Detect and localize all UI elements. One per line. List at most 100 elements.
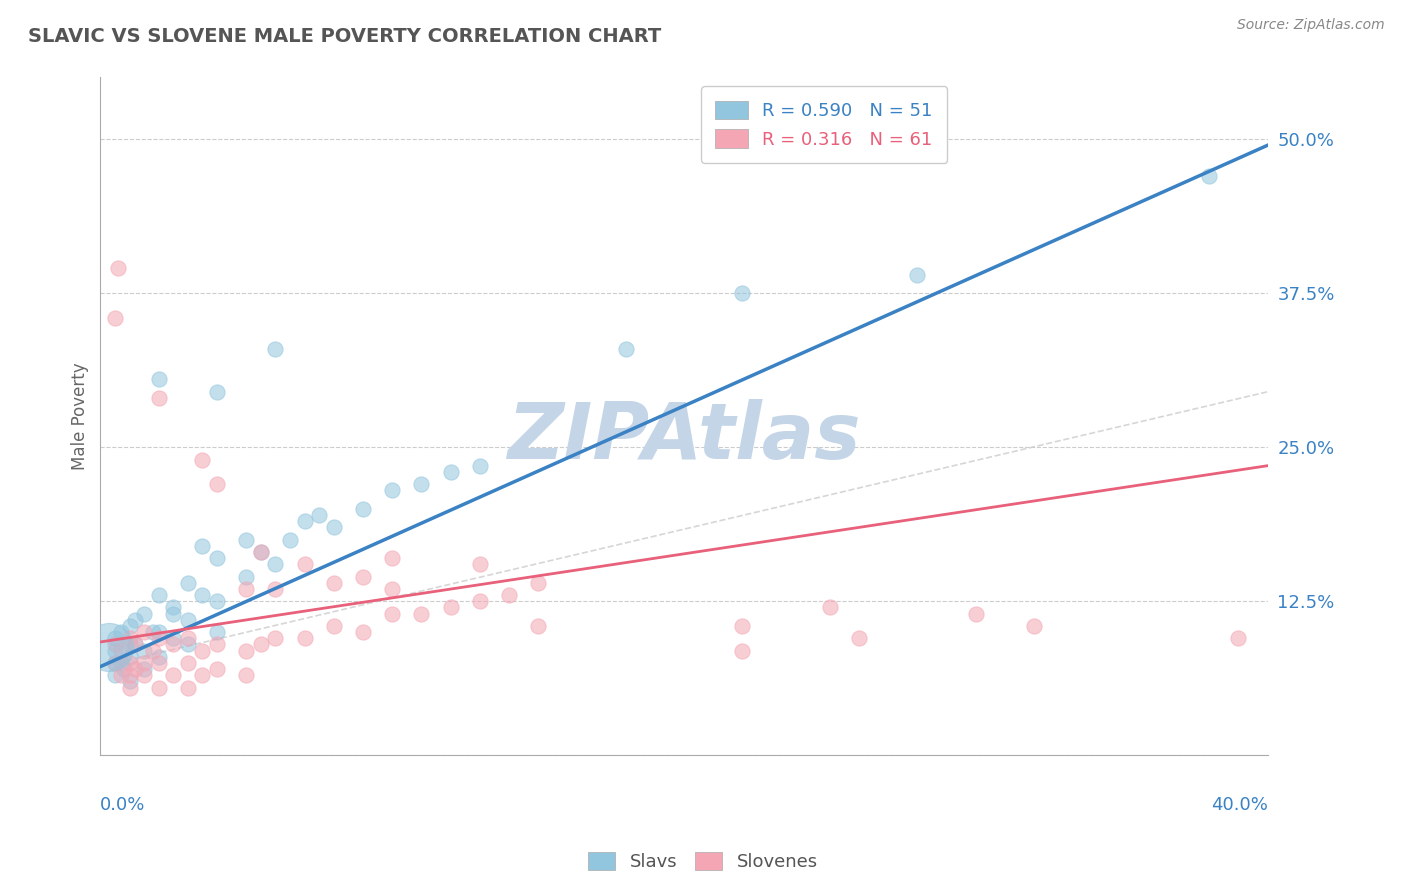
Point — [205, 477, 228, 491]
Point — [381, 551, 404, 566]
Point — [118, 656, 141, 670]
Point — [177, 632, 200, 646]
Text: 0.0%: 0.0% — [100, 796, 146, 814]
Point — [1227, 632, 1250, 646]
Point — [124, 662, 146, 676]
Point — [177, 637, 200, 651]
Point — [148, 649, 170, 664]
Point — [177, 656, 200, 670]
Point — [98, 640, 121, 654]
Point — [134, 625, 156, 640]
Point — [162, 600, 184, 615]
Point — [235, 668, 257, 682]
Point — [124, 637, 146, 651]
Point — [134, 668, 156, 682]
Point — [191, 588, 214, 602]
Point — [250, 637, 273, 651]
Point — [191, 643, 214, 657]
Point — [162, 668, 184, 682]
Point — [104, 310, 127, 325]
Point — [162, 632, 184, 646]
Point — [731, 286, 754, 301]
Point — [177, 575, 200, 590]
Point — [381, 582, 404, 596]
Point — [468, 558, 491, 572]
Point — [294, 558, 316, 572]
Point — [381, 607, 404, 621]
Point — [104, 656, 127, 670]
Point — [148, 391, 170, 405]
Point — [235, 569, 257, 583]
Point — [118, 668, 141, 682]
Point — [118, 637, 141, 651]
Point — [104, 632, 127, 646]
Point — [264, 582, 287, 596]
Point — [104, 668, 127, 682]
Point — [148, 681, 170, 695]
Point — [104, 637, 127, 651]
Point — [308, 508, 330, 522]
Point — [250, 545, 273, 559]
Point — [110, 656, 132, 670]
Point — [118, 674, 141, 689]
Point — [148, 632, 170, 646]
Text: 40.0%: 40.0% — [1211, 796, 1268, 814]
Point — [468, 458, 491, 473]
Point — [107, 261, 129, 276]
Point — [148, 372, 170, 386]
Point — [148, 588, 170, 602]
Point — [112, 662, 135, 676]
Point — [381, 483, 404, 498]
Point — [134, 643, 156, 657]
Point — [148, 625, 170, 640]
Point — [104, 643, 127, 657]
Point — [134, 662, 156, 676]
Point — [294, 514, 316, 528]
Point — [527, 619, 550, 633]
Point — [731, 643, 754, 657]
Point — [124, 613, 146, 627]
Point — [439, 600, 461, 615]
Point — [118, 649, 141, 664]
Point — [124, 637, 146, 651]
Point — [352, 501, 374, 516]
Point — [205, 662, 228, 676]
Y-axis label: Male Poverty: Male Poverty — [72, 362, 89, 470]
Point — [411, 477, 433, 491]
Point — [1024, 619, 1046, 633]
Point — [250, 545, 273, 559]
Point — [118, 619, 141, 633]
Point — [104, 656, 127, 670]
Text: ZIPAtlas: ZIPAtlas — [508, 399, 860, 475]
Point — [205, 551, 228, 566]
Legend: R = 0.590   N = 51, R = 0.316   N = 61: R = 0.590 N = 51, R = 0.316 N = 61 — [702, 87, 948, 163]
Point — [411, 607, 433, 621]
Point — [177, 681, 200, 695]
Point — [731, 619, 754, 633]
Point — [235, 582, 257, 596]
Point — [142, 643, 165, 657]
Point — [264, 632, 287, 646]
Point — [468, 594, 491, 608]
Point — [818, 600, 841, 615]
Point — [134, 607, 156, 621]
Point — [205, 594, 228, 608]
Point — [264, 342, 287, 356]
Point — [322, 619, 344, 633]
Point — [110, 668, 132, 682]
Point — [235, 643, 257, 657]
Text: Source: ZipAtlas.com: Source: ZipAtlas.com — [1237, 18, 1385, 32]
Point — [278, 533, 301, 547]
Point — [191, 539, 214, 553]
Point — [118, 632, 141, 646]
Point — [498, 588, 520, 602]
Point — [142, 625, 165, 640]
Point — [527, 575, 550, 590]
Point — [614, 342, 637, 356]
Point — [191, 668, 214, 682]
Point — [965, 607, 987, 621]
Point — [322, 520, 344, 534]
Point — [162, 607, 184, 621]
Point — [848, 632, 870, 646]
Point — [162, 637, 184, 651]
